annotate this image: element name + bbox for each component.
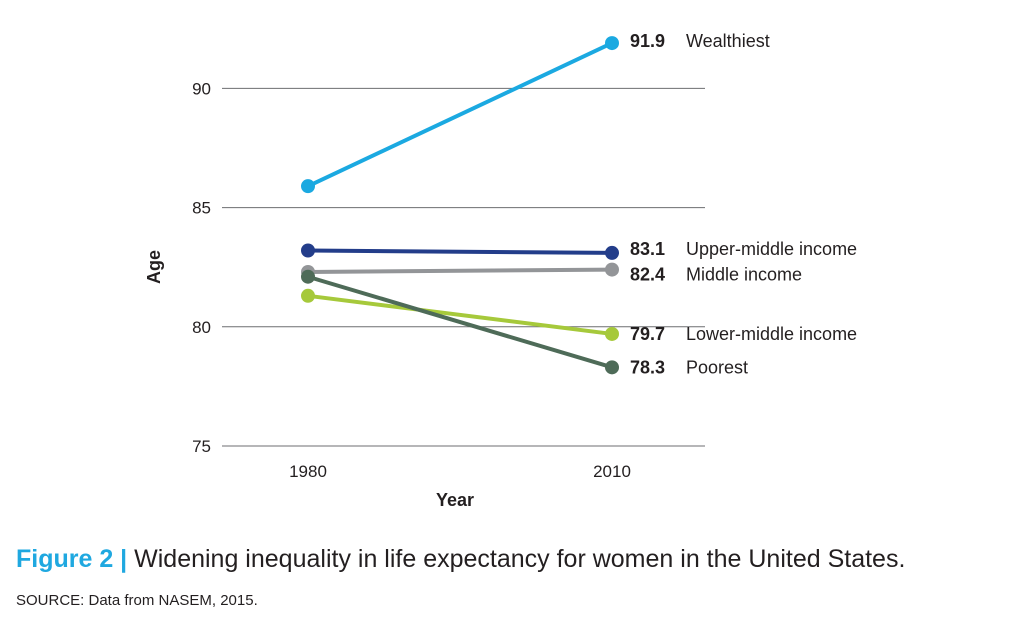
x-tick-2010: 2010 [593,462,631,481]
y-axis-title: Age [144,250,164,284]
value-label-wealthiest: 91.9 [630,31,665,51]
series-wealthiest: 91.9 Wealthiest [301,31,770,194]
series-label-lower-middle-income: Lower-middle income [686,324,857,344]
y-tick-85: 85 [192,199,211,218]
series-group: 91.9 Wealthiest 83.1 Upper-middle income 82.… [301,31,857,377]
series-poorest: 78.3 Poorest [301,269,748,377]
data-point-poorest-1980 [301,269,315,284]
data-point-poorest-2010 [605,360,619,375]
data-point-wealthiest-1980 [301,179,315,194]
data-point-wealthiest-2010 [605,36,619,51]
series-label-middle-income: Middle income [686,265,802,285]
figure-caption: Figure 2 | Widening inequality in life e… [16,545,905,574]
series-line-wealthiest [306,41,614,189]
line-chart: 75 80 85 90 1980 2010 Age Year 91.9 Wealthies… [144,31,857,510]
y-tick-80: 80 [192,318,211,337]
y-tick-labels: 75 80 85 90 [192,79,211,456]
caption-text: Widening inequality in life expectancy f… [134,545,906,573]
value-label-middle-income: 82.4 [630,265,665,285]
data-point-middle-income-2010 [605,262,619,277]
figure-label: Figure 2 | [16,545,128,573]
series-line-upper-middle-income [306,248,614,255]
value-label-lower-middle-income: 79.7 [630,324,665,344]
series-label-poorest: Poorest [686,357,748,377]
x-tick-1980: 1980 [289,462,327,481]
data-point-lower-middle-income-2010 [605,326,619,341]
data-point-lower-middle-income-1980 [301,288,315,303]
y-tick-90: 90 [192,79,211,98]
source-note: SOURCE: Data from NASEM, 2015. [16,592,258,609]
series-label-wealthiest: Wealthiest [686,31,770,51]
value-label-upper-middle-income: 83.1 [630,239,665,259]
series-middle-income: 82.4 Middle income [301,262,802,285]
x-tick-labels: 1980 2010 [289,462,631,481]
data-point-upper-middle-income-2010 [605,245,619,260]
value-label-poorest: 78.3 [630,357,665,377]
series-line-middle-income [306,267,614,274]
series-upper-middle-income: 83.1 Upper-middle income [301,239,857,260]
data-point-upper-middle-income-1980 [301,243,315,258]
series-line-poorest [306,274,614,370]
x-axis-title: Year [436,490,474,510]
series-lower-middle-income: 79.7 Lower-middle income [301,288,857,344]
y-tick-75: 75 [192,437,211,456]
series-label-upper-middle-income: Upper-middle income [686,239,857,259]
series-line-lower-middle-income [306,293,614,336]
grid-lines [222,87,705,447]
